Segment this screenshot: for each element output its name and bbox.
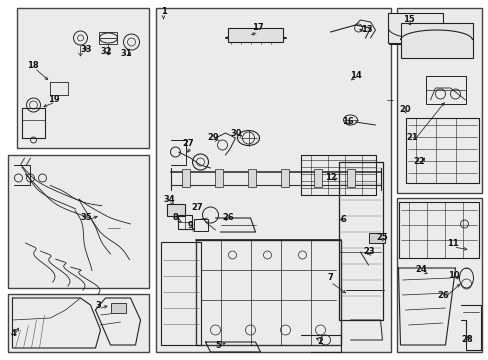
Bar (396, 8, 481, 193)
Bar (8, 155, 148, 288)
Text: 13: 13 (360, 26, 371, 35)
Text: 27: 27 (191, 203, 203, 212)
Text: 29: 29 (207, 132, 219, 141)
Text: 23: 23 (363, 247, 375, 256)
Text: 9: 9 (187, 221, 193, 230)
Bar (177, 215, 191, 229)
Text: 5: 5 (215, 341, 221, 350)
Text: 15: 15 (402, 15, 413, 24)
Bar (18, 8, 148, 148)
Text: 33: 33 (81, 45, 92, 54)
Text: 20: 20 (399, 104, 410, 113)
Bar (111, 303, 126, 313)
Bar (368, 233, 384, 243)
Text: 3: 3 (96, 301, 101, 310)
Bar (166, 204, 184, 216)
Bar (387, 13, 442, 43)
Bar (425, 76, 465, 104)
Text: 31: 31 (121, 49, 132, 58)
Bar (99, 32, 117, 44)
Bar (247, 169, 255, 187)
Text: 14: 14 (349, 71, 361, 80)
Bar (181, 169, 189, 187)
Bar (400, 22, 471, 58)
Bar (155, 8, 390, 352)
Text: 10: 10 (447, 271, 458, 280)
Text: 12: 12 (324, 172, 336, 181)
Text: 8: 8 (172, 213, 178, 222)
Bar (227, 28, 283, 42)
Text: 24: 24 (415, 265, 427, 274)
Text: 32: 32 (101, 46, 112, 55)
Text: 17: 17 (251, 23, 263, 32)
Text: 27: 27 (183, 139, 194, 148)
Text: 34: 34 (163, 194, 175, 203)
Bar (280, 169, 288, 187)
Text: 11: 11 (446, 238, 457, 248)
Text: 16: 16 (341, 117, 353, 126)
Text: 35: 35 (81, 213, 92, 222)
Text: 4: 4 (11, 329, 17, 338)
Text: 21: 21 (406, 134, 418, 143)
Text: 25: 25 (376, 234, 387, 243)
Text: 6: 6 (340, 215, 346, 224)
Bar (214, 169, 222, 187)
Text: 28: 28 (461, 336, 472, 345)
Bar (396, 198, 481, 352)
Text: 7: 7 (327, 274, 333, 283)
Bar (313, 169, 321, 187)
Text: 2: 2 (317, 337, 323, 346)
Text: 26: 26 (437, 291, 448, 300)
Text: 19: 19 (48, 95, 59, 104)
Text: 26: 26 (222, 213, 234, 222)
Text: 30: 30 (230, 130, 242, 139)
Bar (193, 219, 207, 231)
Text: 18: 18 (27, 60, 38, 69)
Text: 1: 1 (160, 8, 166, 17)
Bar (346, 169, 354, 187)
Bar (8, 294, 148, 352)
Text: 22: 22 (413, 158, 425, 166)
